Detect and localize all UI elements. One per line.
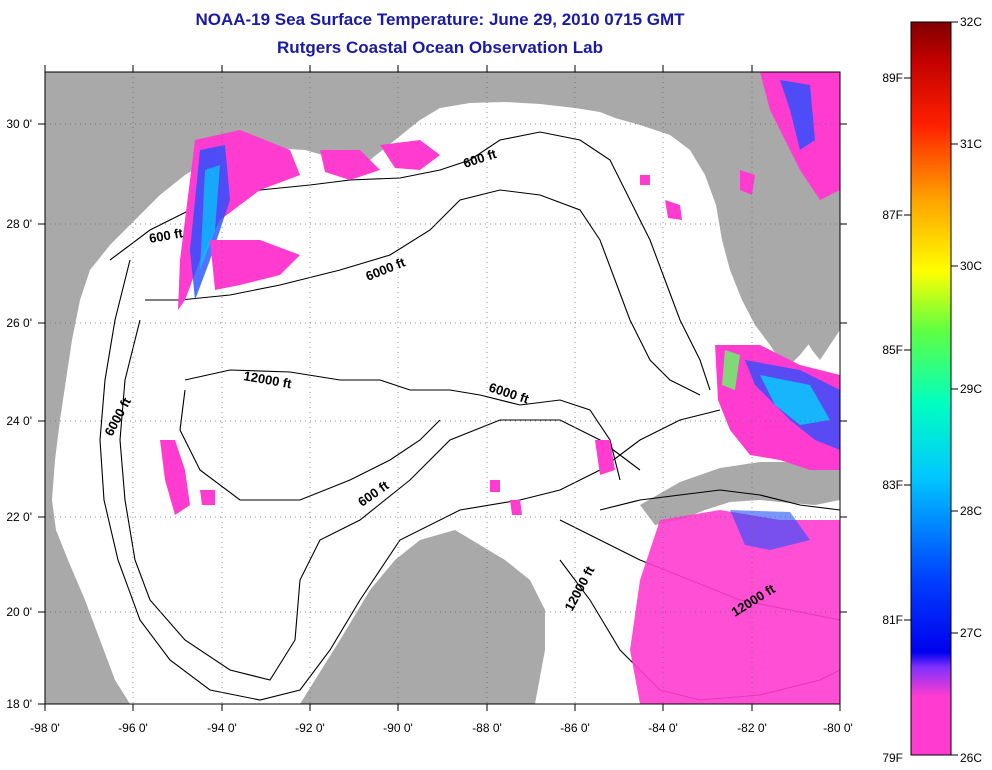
lat-label: 20 0' xyxy=(6,605,32,619)
colorbar xyxy=(910,21,952,756)
lon-label: -88 0' xyxy=(472,721,502,735)
colorbar-celsius-label: 29C xyxy=(960,382,982,396)
lat-label: 24 0' xyxy=(6,414,32,428)
graticule xyxy=(45,72,840,704)
colorbar-celsius-label: 31C xyxy=(960,137,982,151)
colorbar-fahrenheit-label: 81F xyxy=(882,613,903,627)
isobath-6000ft-west xyxy=(119,319,641,681)
colorbar-celsius-label: 32C xyxy=(960,15,982,29)
map-title: NOAA-19 Sea Surface Temperature: June 29… xyxy=(195,10,685,29)
colorbar-celsius-label: 26C xyxy=(960,751,982,765)
colorbar-celsius-label: 27C xyxy=(960,626,982,640)
isobath-12000ft xyxy=(184,369,621,481)
map-subtitle: Rutgers Coastal Ocean Observation Lab xyxy=(277,38,603,57)
land-mexico xyxy=(45,600,120,704)
lon-label: -94 0' xyxy=(207,721,237,735)
lon-label: -80 0' xyxy=(823,721,853,735)
tick-marks xyxy=(38,65,847,711)
lat-label: 28 0' xyxy=(6,217,32,231)
colorbar-fahrenheit-label: 83F xyxy=(882,478,903,492)
colorbar-fahrenheit-label: 85F xyxy=(882,343,903,357)
land-yucatan xyxy=(300,530,545,704)
colorbar-celsius-label: 30C xyxy=(960,259,982,273)
lon-label: -96 0' xyxy=(118,721,148,735)
colorbar-fahrenheit-label: 87F xyxy=(882,208,903,222)
land-cuba xyxy=(640,462,840,525)
colorbar-ticks xyxy=(904,21,958,756)
isobath-600ft-south xyxy=(99,259,721,701)
lat-label: 22 0' xyxy=(6,510,32,524)
lon-label: -86 0' xyxy=(560,721,590,735)
lon-label: -84 0' xyxy=(648,721,678,735)
isobath-6000ft xyxy=(145,189,701,396)
colorbar-celsius-label: 28C xyxy=(960,504,982,518)
lat-label: 26 0' xyxy=(6,316,32,330)
lon-label: -98 0' xyxy=(30,721,60,735)
isobath-caribbean-2 xyxy=(599,489,840,511)
colorbar-fahrenheit-label: 89F xyxy=(882,71,903,85)
lon-label: -82 0' xyxy=(737,721,767,735)
map-frame xyxy=(44,71,841,705)
sst-data-overlay xyxy=(160,72,840,704)
lat-label: 30 0' xyxy=(6,117,32,131)
lon-label: -92 0' xyxy=(295,721,325,735)
lat-label: 18 0' xyxy=(6,697,32,711)
lon-label: -90 0' xyxy=(383,721,413,735)
isobath-12000ft-loop xyxy=(179,389,441,501)
depth-label: 600 ft xyxy=(148,225,185,246)
colorbar-fahrenheit-label: 79F xyxy=(882,751,903,765)
